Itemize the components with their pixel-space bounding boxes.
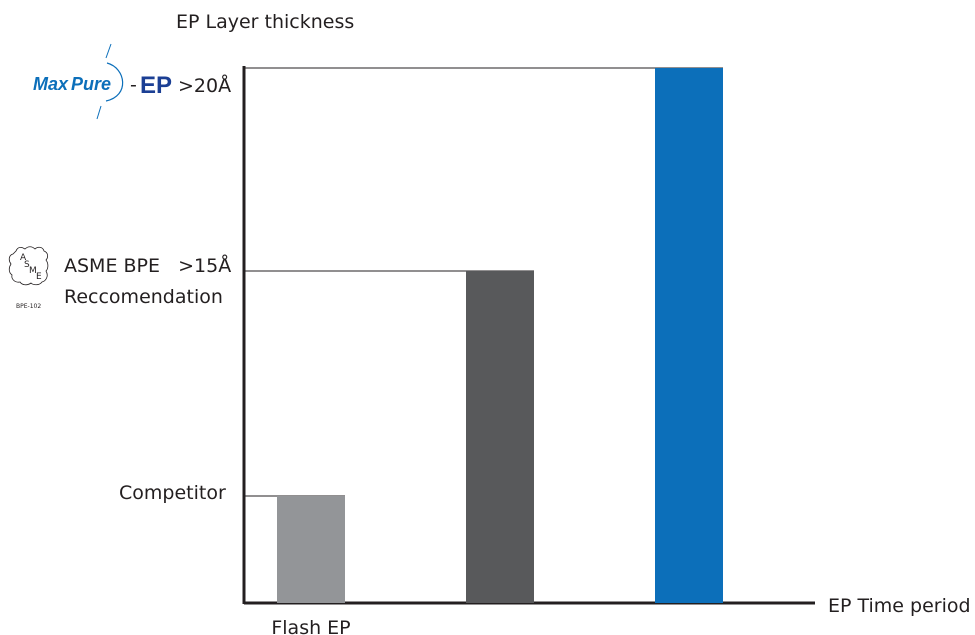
svg-text:E: E (36, 272, 42, 282)
level-label-asme-line1: ASME BPE >15Å (64, 254, 231, 277)
svg-text:A: A (20, 253, 27, 263)
asme-logo-icon: A S M E BPE-102 (8, 246, 49, 310)
logo-swoosh-top-icon (105, 43, 112, 59)
logo-swoosh-bottom-icon (96, 105, 102, 120)
level-label-competitor: Competitor (119, 482, 226, 504)
svg-text:BPE-102: BPE-102 (16, 303, 41, 310)
y-axis-title: EP Layer thickness (176, 11, 354, 33)
svg-text:Max: Max (33, 74, 69, 94)
category-label: Flash EP (271, 617, 350, 635)
maxpure-ep-logo: Max Pure - EP >20Å (33, 43, 231, 120)
logo-swoosh-icon (105, 62, 124, 102)
svg-text:EP: EP (140, 72, 172, 99)
category-labels: Flash EP (271, 617, 350, 635)
x-axis-title: EP Time period (828, 595, 971, 617)
bar (466, 271, 534, 603)
svg-text:M: M (29, 266, 37, 276)
level-label-asme-line2: Reccomendation (64, 286, 223, 308)
svg-text:-: - (130, 74, 137, 96)
bar (655, 68, 723, 603)
level-label-maxpure-threshold: >20Å (178, 74, 231, 97)
bar (277, 496, 345, 603)
bars (277, 68, 723, 603)
svg-text:S: S (24, 260, 30, 270)
svg-text:Pure: Pure (71, 74, 111, 94)
